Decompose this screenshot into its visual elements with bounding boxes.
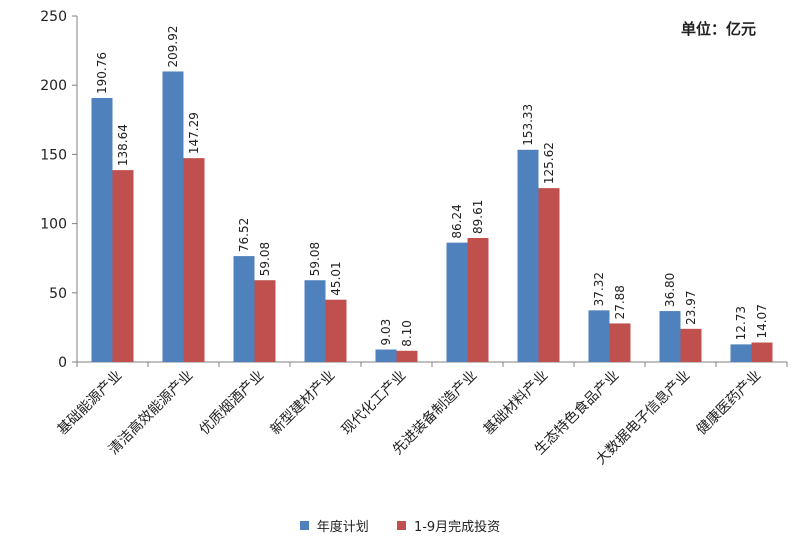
y-tick-label: 250 (40, 9, 67, 25)
bar-completed (183, 158, 205, 362)
bar-plan (162, 71, 184, 363)
bar-completed (112, 170, 134, 362)
legend-swatch-plan (299, 521, 309, 530)
data-label: 36.80 (663, 273, 677, 307)
x-tick-label: 基础能源产业 (54, 367, 125, 438)
legend-item-plan: 年度计划 (299, 516, 369, 535)
bar-plan (659, 311, 681, 362)
data-label: 37.32 (592, 272, 606, 306)
data-label: 59.08 (308, 242, 322, 276)
data-label: 14.07 (755, 304, 769, 338)
bar-completed (396, 350, 418, 362)
bar-plan (375, 349, 397, 362)
data-label: 138.64 (116, 124, 130, 166)
y-tick-label: 200 (40, 78, 67, 94)
data-label: 9.03 (379, 319, 393, 346)
bar-plan (233, 256, 255, 362)
data-label: 12.73 (734, 306, 748, 340)
data-label: 125.62 (542, 142, 556, 184)
bar-plan (446, 242, 468, 362)
unit-label: 单位：亿元 (680, 20, 756, 38)
bar-plan (588, 310, 610, 362)
data-label: 27.88 (613, 285, 627, 319)
bar-plan (304, 280, 326, 362)
x-tick-label: 健康医药产业 (693, 367, 764, 438)
bar-completed (254, 280, 276, 362)
bar-plan (517, 149, 539, 362)
legend-label-completed: 1-9月完成投资 (413, 520, 501, 535)
y-tick-label: 150 (40, 147, 67, 163)
bar-completed (325, 299, 347, 362)
data-label: 45.01 (329, 261, 343, 295)
legend-label-plan: 年度计划 (316, 520, 369, 535)
data-label: 8.10 (400, 320, 414, 347)
y-tick-label: 0 (58, 355, 67, 371)
x-tick-label: 现代化工产业 (339, 368, 410, 439)
data-label: 86.24 (450, 204, 464, 238)
data-label: 23.97 (684, 290, 698, 324)
data-label: 190.76 (95, 52, 109, 94)
data-label: 59.08 (258, 242, 272, 276)
legend-item-completed: 1-9月完成投资 (396, 516, 501, 535)
bar-completed (467, 237, 489, 362)
legend-swatch-completed (396, 521, 406, 530)
bar-completed (609, 323, 631, 362)
data-label: 89.61 (471, 200, 485, 234)
bar-plan (730, 344, 752, 362)
x-tick-label: 新型建材产业 (268, 368, 339, 439)
bar-plan (91, 97, 113, 362)
legend: 年度计划 1-9月完成投资 (0, 516, 800, 535)
data-label: 209.92 (166, 25, 180, 67)
bar-completed (751, 342, 773, 362)
data-label: 147.29 (187, 112, 201, 154)
y-tick-label: 100 (40, 217, 67, 233)
y-tick-label: 50 (49, 286, 67, 302)
x-tick-label: 优质烟酒产业 (197, 368, 268, 439)
bar-completed (680, 328, 702, 362)
data-label: 153.33 (521, 104, 535, 146)
bar-completed (538, 188, 560, 362)
data-label: 76.52 (237, 218, 251, 252)
x-tick-label: 基础材料产业 (480, 367, 551, 438)
